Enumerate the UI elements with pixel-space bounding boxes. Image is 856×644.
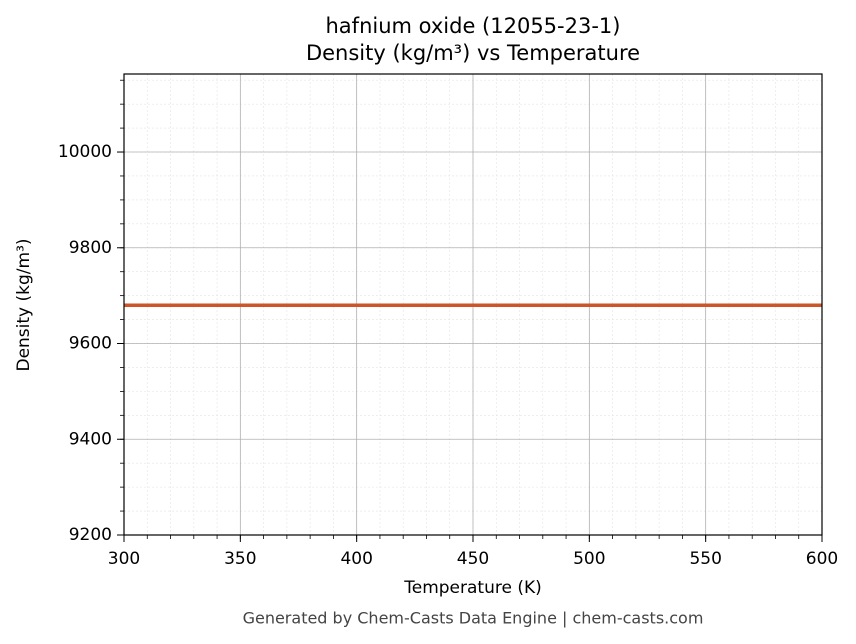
x-tick-label: 450 bbox=[457, 549, 489, 569]
plot-frame bbox=[123, 73, 823, 536]
x-tick-label: 500 bbox=[573, 549, 605, 569]
x-tick-label: 550 bbox=[689, 549, 721, 569]
x-tick-label: 300 bbox=[108, 549, 140, 569]
y-tick-label: 9600 bbox=[69, 334, 112, 354]
x-tick-label: 400 bbox=[340, 549, 372, 569]
x-tick-label: 350 bbox=[224, 549, 256, 569]
chart-title: hafnium oxide (12055-23-1) bbox=[326, 14, 621, 38]
y-axis-label: Density (kg/m³) bbox=[14, 238, 34, 371]
x-tick-label: 600 bbox=[806, 549, 838, 569]
footer: Generated by Chem-Casts Data Engine | ch… bbox=[243, 609, 704, 628]
y-tick-label: 9800 bbox=[69, 238, 112, 258]
x-axis-label: Temperature (K) bbox=[403, 578, 542, 598]
y-tick-label: 9400 bbox=[69, 429, 112, 449]
chart-subtitle: Density (kg/m³) vs Temperature bbox=[306, 41, 640, 65]
y-tick-label: 10000 bbox=[58, 142, 112, 162]
y-tick-label: 9200 bbox=[69, 525, 112, 545]
